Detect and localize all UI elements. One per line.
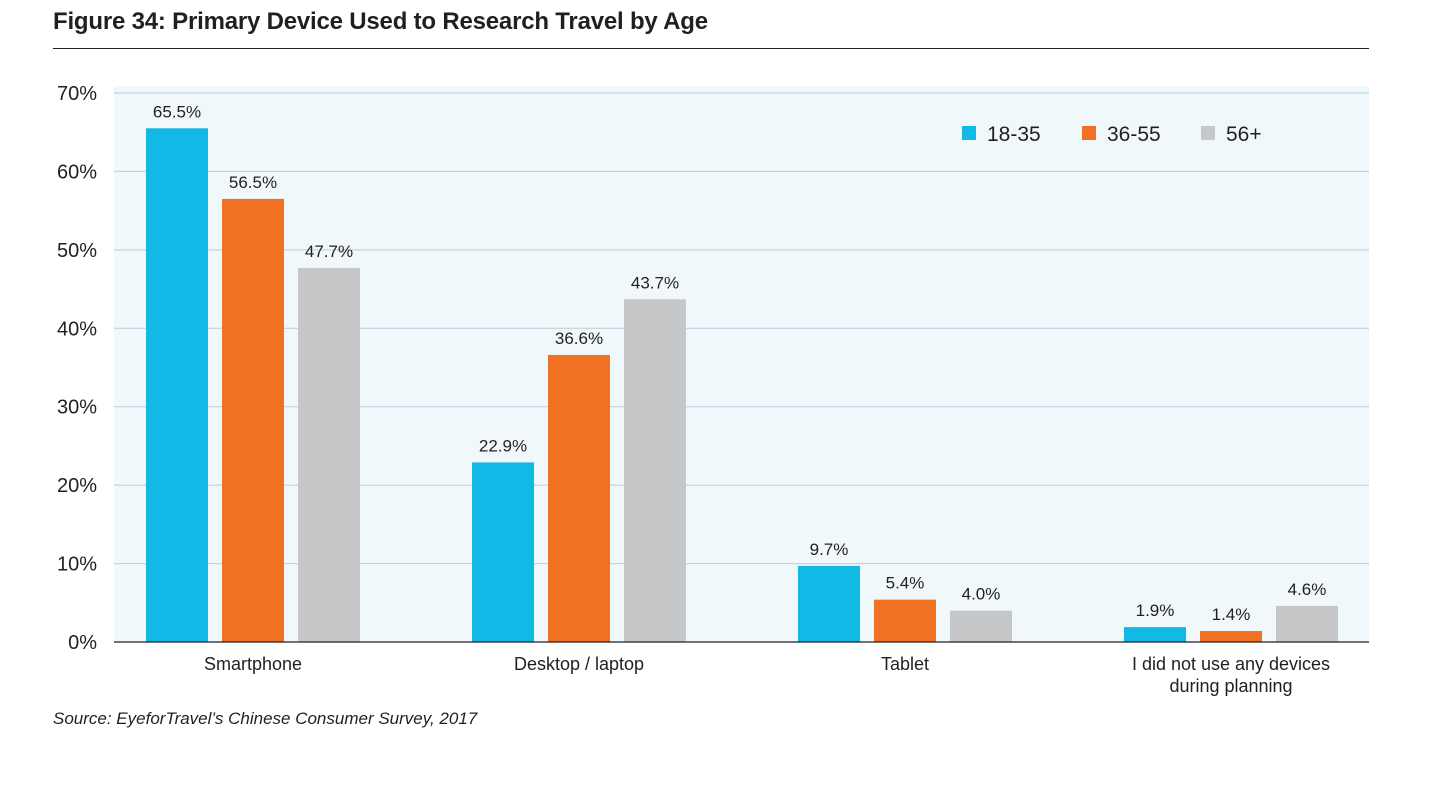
y-tick-label: 10% [57,554,97,576]
data-label: 65.5% [153,102,201,121]
legend-label: 56+ [1226,123,1262,146]
data-label: 1.4% [1212,605,1251,624]
bar-18-35-2 [798,565,860,642]
y-tick-label: 20% [57,475,97,497]
bar-18-35-1 [472,462,534,642]
bar-36-55-0 [222,198,284,642]
bar-56+-3 [1276,605,1338,642]
legend-swatch-56+ [1201,126,1215,140]
bar-18-35-0 [146,128,208,643]
figure-title: Figure 34: Primary Device Used to Resear… [53,8,708,35]
data-label: 4.0% [962,585,1001,604]
data-label: 5.4% [886,574,925,593]
legend-swatch-18-35 [962,126,976,140]
bar-36-55-3 [1200,631,1262,642]
data-label: 4.6% [1288,580,1327,599]
bar-36-55-1 [548,354,610,642]
legend-label: 36-55 [1107,123,1161,146]
y-tick-label: 70% [57,83,97,105]
x-category-label: I did not use any devices [1132,654,1330,674]
x-category-label: Smartphone [204,654,302,674]
legend-swatch-36-55 [1082,126,1096,140]
data-label: 47.7% [305,242,353,261]
y-tick-label: 40% [57,318,97,340]
x-category-label: Tablet [881,654,929,674]
x-category-label: during planning [1169,676,1292,696]
data-label: 9.7% [810,540,849,559]
y-tick-label: 50% [57,240,97,262]
bar-56+-2 [950,610,1012,642]
bar-36-55-2 [874,599,936,642]
bar-18-35-3 [1124,627,1186,642]
data-label: 36.6% [555,329,603,348]
x-category-label: Desktop / laptop [514,654,644,674]
legend-label: 18-35 [987,123,1041,146]
bar-56+-1 [624,299,686,642]
data-label: 1.9% [1136,601,1175,620]
data-label: 43.7% [631,273,679,292]
title-divider [53,48,1369,49]
y-tick-label: 0% [68,632,97,654]
source-note: Source: EyeforTravel’s Chinese Consumer … [53,709,478,728]
data-label: 22.9% [479,436,527,455]
data-label: 56.5% [229,173,277,192]
y-tick-label: 60% [57,161,97,183]
bar-56+-0 [298,267,360,642]
y-tick-label: 30% [57,397,97,419]
